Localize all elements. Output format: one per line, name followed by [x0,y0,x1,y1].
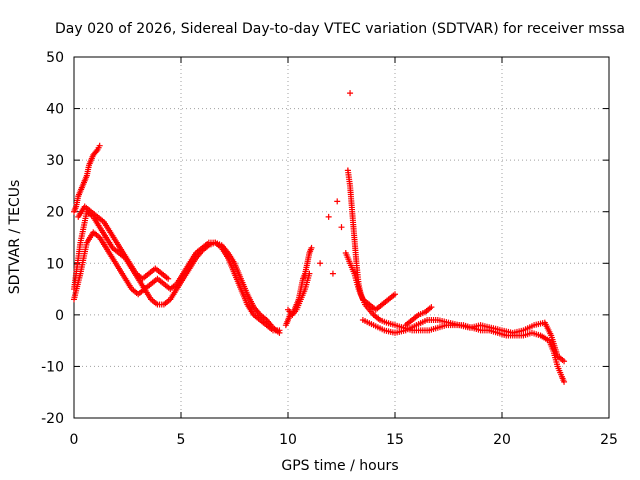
series-track-b-oscillation [71,208,283,336]
data-point [165,275,172,282]
data-point [561,378,568,385]
series-track-a-rise [71,142,103,215]
y-tick-labels: -20 -10 0 10 20 30 40 50 [41,50,64,427]
grid [74,57,609,418]
x-tick-label: 15 [386,432,404,448]
data-point [428,304,435,311]
data-point [317,260,324,267]
chart-title: Day 020 of 2026, Sidereal Day-to-day VTE… [55,21,625,37]
data-point [347,90,354,97]
x-tick-label: 10 [279,432,297,448]
y-tick-label: -20 [41,411,64,427]
data-point [306,270,313,277]
data-point [96,142,103,149]
x-tick-labels: 0 5 10 15 20 25 [70,432,618,448]
data-points [71,90,568,385]
y-tick-label: 50 [46,50,64,66]
series-track-c-oscillation [71,229,283,334]
y-tick-label: 10 [46,256,64,272]
y-tick-label: 0 [55,308,64,324]
y-tick-label: 20 [46,205,64,221]
x-tick-label: 0 [70,432,79,448]
x-tick-label: 25 [600,432,618,448]
series-track-j-16h [402,304,435,329]
tick-marks [73,56,610,419]
x-axis-label: GPS time / hours [281,458,398,474]
data-point [329,270,336,277]
series-track-f-10h [285,270,313,318]
data-point [561,358,568,365]
data-point [334,198,341,205]
x-tick-label: 20 [493,432,511,448]
y-tick-label: 40 [46,102,64,118]
y-axis-label: SDTVAR / TECUs [7,180,23,295]
series-track-g-spike-decay [344,167,568,385]
series-track-h-spike-decay [342,249,398,313]
data-point [392,291,398,298]
data-point [276,327,283,334]
data-point [338,224,345,231]
data-point [325,213,332,220]
plot-frame [73,56,610,419]
y-tick-label: 30 [46,153,64,169]
data-point [308,244,315,251]
series-track-i-late [359,317,568,365]
y-tick-label: -10 [41,359,64,375]
data-point [93,148,100,155]
series-track-d-oscillation [75,203,172,282]
x-tick-label: 5 [177,432,186,448]
